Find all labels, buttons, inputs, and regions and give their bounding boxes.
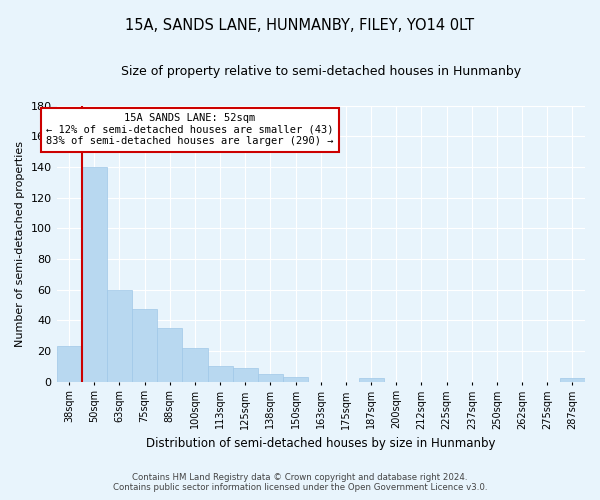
Bar [56, 346, 82, 382]
Bar [82, 167, 107, 382]
Bar [208, 366, 233, 382]
Text: 15A SANDS LANE: 52sqm
← 12% of semi-detached houses are smaller (43)
83% of semi: 15A SANDS LANE: 52sqm ← 12% of semi-deta… [46, 113, 334, 146]
Bar [283, 377, 308, 382]
Bar [107, 290, 132, 382]
Bar [132, 310, 157, 382]
Y-axis label: Number of semi-detached properties: Number of semi-detached properties [15, 140, 25, 346]
Bar [560, 378, 585, 382]
Bar [233, 368, 258, 382]
Bar [157, 328, 182, 382]
Bar [359, 378, 383, 382]
Bar [258, 374, 283, 382]
X-axis label: Distribution of semi-detached houses by size in Hunmanby: Distribution of semi-detached houses by … [146, 437, 496, 450]
Text: 15A, SANDS LANE, HUNMANBY, FILEY, YO14 0LT: 15A, SANDS LANE, HUNMANBY, FILEY, YO14 0… [125, 18, 475, 32]
Text: Contains HM Land Registry data © Crown copyright and database right 2024.
Contai: Contains HM Land Registry data © Crown c… [113, 473, 487, 492]
Title: Size of property relative to semi-detached houses in Hunmanby: Size of property relative to semi-detach… [121, 65, 521, 78]
Bar [182, 348, 208, 382]
